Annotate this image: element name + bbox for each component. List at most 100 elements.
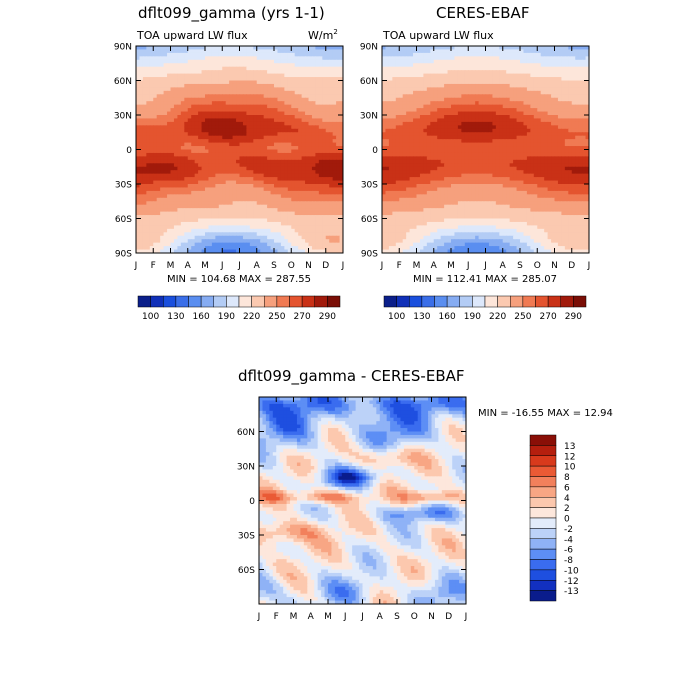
field-cell <box>205 197 210 202</box>
field-cell <box>274 142 279 147</box>
field-cell <box>433 63 438 68</box>
field-cell <box>167 239 172 244</box>
field-cell <box>222 87 227 92</box>
x-tick-label: M <box>167 261 175 271</box>
field-cell <box>294 118 299 123</box>
field-cell <box>339 115 343 120</box>
field-cell <box>451 66 456 71</box>
field-cell <box>284 97 289 102</box>
field-cell <box>416 59 421 64</box>
field-cell <box>561 63 566 68</box>
field-cell <box>270 135 275 140</box>
field-cell <box>571 111 576 116</box>
field-cell <box>232 235 237 240</box>
field-cell <box>513 101 518 106</box>
field-cell <box>225 166 230 171</box>
field-cell <box>236 111 241 116</box>
field-cell <box>575 83 580 88</box>
field-cell <box>225 177 230 182</box>
field-cell <box>218 52 223 57</box>
field-cell <box>315 159 320 164</box>
field-cell <box>232 132 237 137</box>
field-cell <box>416 97 421 102</box>
field-cell <box>198 149 203 154</box>
field-cell <box>246 159 251 164</box>
field-cell <box>513 63 518 68</box>
field-cell <box>187 159 192 164</box>
field-cell <box>170 128 175 133</box>
field-cell <box>249 49 254 54</box>
field-cell <box>430 52 435 57</box>
field-cell <box>260 94 265 99</box>
field-cell <box>451 101 456 106</box>
field-cell <box>492 108 497 113</box>
field-cell <box>136 166 141 171</box>
field-cell <box>177 52 182 57</box>
field-cell <box>294 121 299 126</box>
field-cell <box>211 242 216 247</box>
field-cell <box>260 166 265 171</box>
field-cell <box>284 132 289 137</box>
field-cell <box>416 104 421 109</box>
field-cell <box>201 118 206 123</box>
field-cell <box>249 125 254 130</box>
field-cell <box>205 166 210 171</box>
field-cell <box>325 46 330 51</box>
field-cell <box>146 111 151 116</box>
field-cell <box>468 87 473 92</box>
field-cell <box>194 166 199 171</box>
field-cell <box>325 111 330 116</box>
field-cell <box>256 118 261 123</box>
field-cell <box>191 146 196 151</box>
field-cell <box>139 125 144 130</box>
field-cell <box>201 208 206 213</box>
field-cell <box>557 101 562 106</box>
field-cell <box>318 94 323 99</box>
field-cell <box>136 97 141 102</box>
field-cell <box>332 118 337 123</box>
field-cell <box>568 115 573 120</box>
field-cell <box>382 115 387 120</box>
field-cell <box>198 190 203 195</box>
field-cell <box>392 70 397 75</box>
field-cell <box>447 46 452 51</box>
field-cell <box>229 235 234 240</box>
field-cell <box>163 142 168 147</box>
field-cell <box>325 242 330 247</box>
field-cell <box>413 104 418 109</box>
field-cell <box>274 80 279 85</box>
field-cell <box>280 128 285 133</box>
field-cell <box>551 83 556 88</box>
field-cell <box>156 125 161 130</box>
field-cell <box>413 108 418 113</box>
field-cell <box>208 49 213 54</box>
field-cell <box>336 177 341 182</box>
field-cell <box>339 239 343 244</box>
field-cell <box>311 211 316 216</box>
field-cell <box>488 108 493 113</box>
field-cell <box>575 97 580 102</box>
field-cell <box>318 111 323 116</box>
field-cell <box>194 211 199 216</box>
field-cell <box>325 177 330 182</box>
field-cell <box>170 111 175 116</box>
field-cell <box>163 63 168 68</box>
field-cell <box>575 73 580 78</box>
field-cell <box>530 115 535 120</box>
field-cell <box>440 59 445 64</box>
field-cell <box>222 221 227 226</box>
y-tick-label: 90S <box>115 250 132 260</box>
field-cell <box>280 173 285 178</box>
field-cell <box>270 142 275 147</box>
field-cell <box>382 108 387 113</box>
field-cell <box>406 63 411 68</box>
field-cell <box>315 46 320 51</box>
field-cell <box>409 52 414 57</box>
field-cell <box>582 59 587 64</box>
field-cell <box>499 80 504 85</box>
field-cell <box>267 149 272 154</box>
field-cell <box>208 59 213 64</box>
field-cell <box>191 90 196 95</box>
field-cell <box>568 87 573 92</box>
field-cell <box>526 90 531 95</box>
